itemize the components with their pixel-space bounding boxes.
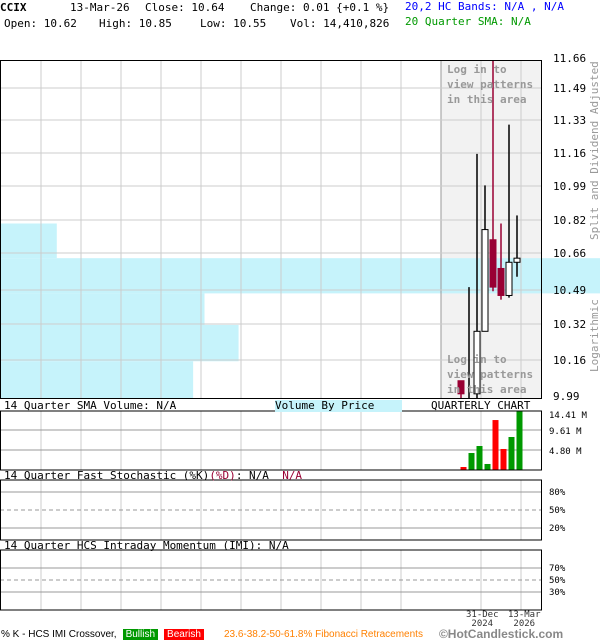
candle-up <box>473 330 481 395</box>
bearish-badge: Bearish <box>164 629 204 640</box>
date-label-1: 31-Dec 2024 <box>466 611 499 629</box>
stochastic-tick-label: 80% <box>549 488 566 498</box>
open: Open: 10.62 <box>4 17 77 30</box>
log-scale-label: Logarithmic <box>588 299 600 372</box>
stochastic-label: 14 Quarter Fast Stochastic (%K)(%D): N/A… <box>4 470 302 482</box>
volume-label: 14 Quarter SMA Volume: N/A <box>4 399 177 412</box>
hc-bands: 20,2 HC Bands: N/A , N/A <box>405 0 564 13</box>
volume-bar <box>492 420 499 470</box>
candle-down <box>457 380 465 395</box>
candle-up <box>481 229 489 332</box>
price-tick-label: 10.32 <box>553 318 586 331</box>
price-tick-label: 10.49 <box>553 284 586 297</box>
volume: Vol: 14,410,826 <box>290 17 390 30</box>
price-panel-frame <box>0 60 542 399</box>
crossover-legend: % K - HCS IMI Crossover, <box>1 629 117 640</box>
volume-tick-label: 9.61 M <box>549 427 582 437</box>
high: High: 10.85 <box>99 17 172 30</box>
imi-tick-label: 30% <box>549 588 566 598</box>
imi-label: 14 Quarter HCS Intraday Momentum (IMI): … <box>4 539 289 552</box>
volume-tick-label: 14.41 M <box>549 411 588 421</box>
login-line: view patterns <box>447 78 534 91</box>
login-overlay-bottom[interactable]: Log in to view patterns in this area <box>447 352 533 397</box>
volume-by-price-label: Volume By Price <box>275 400 402 412</box>
login-line: in this area <box>447 93 527 106</box>
volume-bar <box>468 453 475 470</box>
volume-bar <box>484 463 491 470</box>
price-tick-label: 10.99 <box>553 180 586 193</box>
price-tick-label: 10.82 <box>553 214 586 227</box>
volume-bar <box>500 448 507 470</box>
vbp-bar <box>0 223 57 259</box>
volume-bar <box>460 467 467 470</box>
login-line: in this area <box>447 383 527 396</box>
stochastic-tick-label: 20% <box>549 524 566 534</box>
brand-logo[interactable]: ©HotCandlestick.com <box>438 627 564 641</box>
volume-bar <box>476 446 483 470</box>
footer-legend: % K - HCS IMI Crossover, Bullish Bearish… <box>1 627 564 641</box>
vbp-bar <box>0 324 239 362</box>
candle-down <box>489 239 497 288</box>
stoch-k-value: : N/A <box>235 469 269 482</box>
login-line: Log in to <box>447 353 507 366</box>
stochastic-panel-frame <box>0 479 542 541</box>
date-day: 13-Mar <box>508 610 541 620</box>
low: Low: 10.55 <box>200 17 267 30</box>
bullish-badge: Bullish <box>122 629 159 640</box>
price-tick-label: 10.16 <box>553 354 586 367</box>
price-tick-label: 11.49 <box>553 82 586 95</box>
volume-panel-frame <box>0 410 542 471</box>
price-tick-label: 11.66 <box>553 52 586 65</box>
price-tick-label: 11.33 <box>553 114 586 127</box>
vbp-bar <box>0 293 205 325</box>
symbol: CCIX <box>0 1 27 14</box>
adjusted-label: Split and Dividend Adjusted <box>588 61 600 240</box>
date-year: 2026 <box>513 619 536 629</box>
imi-tick-label: 50% <box>549 576 566 586</box>
login-line: view patterns <box>447 368 534 381</box>
date: 13-Mar-26 <box>70 1 130 14</box>
volume-bar <box>516 411 523 470</box>
price-tick-label: 11.16 <box>553 147 586 160</box>
login-line: Log in to <box>447 63 507 76</box>
candle-down <box>497 267 505 296</box>
stoch-d-value: N/A <box>282 469 303 482</box>
date-day: 31-Dec <box>466 610 499 620</box>
fibonacci-legend: 23.6-38.2-50-61.8% Fibonacci Retracement… <box>223 629 423 640</box>
volume-bar <box>508 436 515 470</box>
imi-panel-frame <box>0 549 542 611</box>
stoch-d-label: (%D) <box>209 469 236 482</box>
price-tick-label: 10.66 <box>553 247 586 260</box>
change: Change: 0.01 {+0.1 %} <box>250 1 390 14</box>
volume-tick-label: 4.80 M <box>549 447 582 457</box>
stoch-k-label: 14 Quarter Fast Stochastic (%K) <box>4 469 210 482</box>
candle-up <box>505 261 513 296</box>
imi-tick-label: 70% <box>549 564 566 574</box>
close: Close: 10.64 <box>145 1 225 14</box>
sma-20: 20 Quarter SMA: N/A <box>405 15 531 28</box>
login-overlay-top[interactable]: Log in to view patterns in this area <box>447 62 533 107</box>
date-label-2: 13-Mar 2026 <box>508 611 541 629</box>
date-year: 2024 <box>471 619 494 629</box>
chart-period: QUARTERLY CHART <box>431 399 531 412</box>
candles <box>457 60 521 398</box>
vbp-bar <box>0 361 194 398</box>
stochastic-tick-label: 50% <box>549 506 566 516</box>
pattern-shade-area <box>441 60 541 398</box>
price-tick-label: 9.99 <box>553 390 580 403</box>
candle-up <box>513 257 521 263</box>
